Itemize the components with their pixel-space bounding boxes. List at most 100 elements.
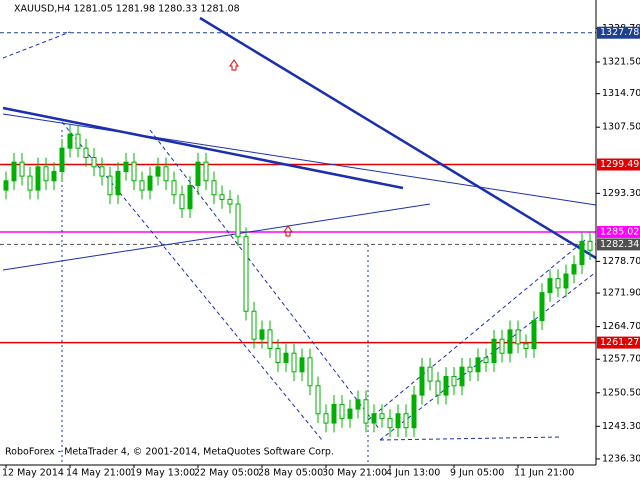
candle-body [371,413,377,424]
x-tick-label: 19 May 13:00 [130,468,195,479]
candle-body [251,310,257,340]
candle-body [451,375,457,387]
arrow-icon [229,59,239,71]
axes: 1328.701321.501314.701307.501293.301278.… [2,23,640,479]
candle-body [211,180,217,196]
y-tick-label: 1314.70 [602,88,640,99]
candle-body [59,147,65,172]
arrow-icon [283,225,293,237]
candles [3,124,593,438]
candle-body [107,175,113,196]
level-label-bg [597,158,640,171]
candle-body [547,278,553,294]
candle-body [259,329,265,340]
y-tick-label: 1257.70 [602,354,640,365]
candle-body [203,161,209,182]
candle-body [443,375,449,396]
candle-body [51,170,57,182]
candle-body [507,329,513,354]
candle-body [19,161,25,177]
candle-body [323,413,329,424]
candle-body [115,170,121,196]
candle-body [299,357,305,373]
candle-body [403,413,409,429]
candle-body [227,198,233,205]
candle-body [347,408,353,419]
trend-line [199,16,597,260]
trend-line [2,113,597,206]
y-tick-label: 1271.90 [602,288,640,299]
candle-body [555,278,561,289]
candle-body [363,399,369,424]
candle-body [163,166,169,182]
candle-body [43,166,49,182]
level-label-bg [597,238,640,251]
x-tick-label: 22 May 05:00 [194,468,259,479]
x-tick-label: 4 Jun 13:00 [386,468,440,479]
candle-body [3,180,9,191]
level-label: 1261.27 [600,337,639,348]
candle-body [411,394,417,429]
candle-body [307,357,313,387]
y-tick-label: 1243.30 [602,421,640,432]
candle-body [195,161,201,186]
trend-line [2,203,431,271]
candle-body [587,240,593,251]
candle-body [331,403,337,424]
level-label-bg [597,336,640,349]
channel-line [149,129,381,431]
level-label: 1299.49 [600,159,639,170]
candle-body [483,357,489,363]
x-tick-label: 11 Jun 21:00 [514,468,574,479]
candle-body [499,338,505,354]
candle-body [539,292,545,322]
x-tick-label: 12 May 2014 [2,468,64,479]
footer: RoboForex - MetaTrader 4, © 2001-2014, M… [5,447,334,458]
candle-body [395,413,401,429]
levels [0,32,596,344]
candle-body [387,417,393,429]
y-tick-label: 1250.50 [602,387,640,398]
candle-body [187,184,193,210]
candle-body [355,399,361,410]
candle-body [139,180,145,191]
candle-body [275,348,281,363]
x-tick-label: 14 May 21:00 [66,468,131,479]
x-tick-label: 9 Jun 05:00 [450,468,504,479]
channel-line [367,239,586,421]
trend-line [2,106,404,190]
x-tick-label: 28 May 05:00 [258,468,323,479]
candle-body [467,366,473,373]
candle-body [11,161,17,182]
channel-line [379,436,563,441]
y-tick-label: 1236.30 [602,453,640,464]
y-tick-label: 1321.50 [602,56,640,67]
y-tick-label: 1293.30 [602,188,640,199]
candle-body [459,366,465,387]
candle-body [491,338,497,363]
candle-body [171,180,177,196]
candle-body [571,264,577,275]
candle-body [27,175,33,191]
candle-body [235,203,241,238]
candle-body [91,156,97,168]
candle-body [291,352,297,373]
level-label-bg [597,26,640,39]
candle-body [243,236,249,312]
candle-body [75,133,81,149]
candle-body [155,166,161,177]
candle-body [531,320,537,350]
candle-body [147,175,153,191]
candle-body [67,133,73,149]
candle-body [427,366,433,382]
candle-body [267,329,273,350]
y-tick-label: 1278.70 [602,256,640,267]
level-label: 1282.34 [600,239,639,250]
candle-body [315,385,321,415]
candle-body [83,147,89,158]
candle-body [475,357,481,373]
candle-body [579,240,585,266]
candle-body [563,273,569,289]
